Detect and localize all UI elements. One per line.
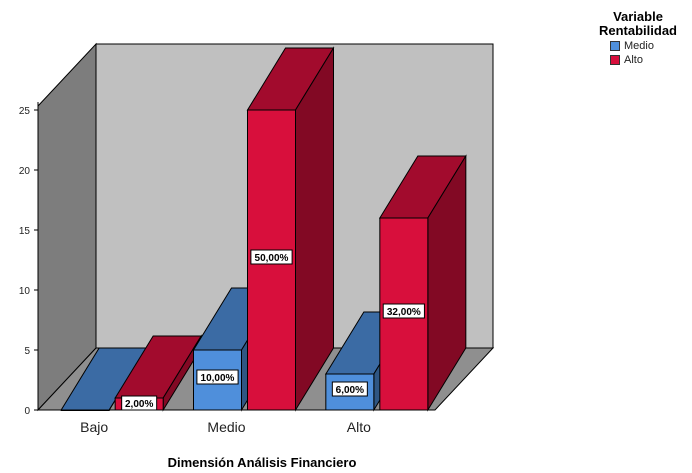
bar-side [295,46,334,412]
data-label: 32,00% [387,307,421,318]
data-label-box [382,303,425,319]
x-tick-label: Medio [207,419,245,435]
y-tick-label: 25 [19,106,31,117]
y-tick-label: 5 [24,346,30,357]
y-tick-label: 15 [19,226,31,237]
legend-label: Alto [624,54,643,66]
legend-label: Medio [624,40,654,52]
legend-item-alto: Alto [610,54,688,66]
data-label: 6,00% [336,385,364,396]
legend: Variable Rentabilidad Medio Alto [588,9,688,67]
legend-title-line2: Rentabilidad [598,23,677,38]
y-axis: 0 5 10 15 20 25 [19,102,39,417]
data-label-box [121,395,158,411]
data-label: 2,00% [125,399,153,410]
bar-bajo-alto: 2,00% [114,334,203,412]
x-tick-label: Alto [347,419,371,435]
x-tick-label: Bajo [80,419,108,435]
bar-medio-alto: 50,00% [246,46,335,412]
data-label-box [331,381,368,397]
legend-swatch [610,41,620,51]
y-tick-label: 20 [19,166,31,177]
legend-items: Medio Alto [588,40,688,66]
bar-alto-alto: 32,00% [378,154,467,412]
data-label: 10,00% [201,373,235,384]
legend-item-medio: Medio [610,40,688,52]
data-label-box [196,369,239,385]
legend-swatch [610,55,620,65]
legend-title-line1: Variable [613,9,663,24]
bar-front [60,409,110,411]
y-tick-label: 0 [24,406,30,417]
x-axis: Bajo Medio Alto [80,419,371,435]
y-tick-label: 10 [19,286,31,297]
side-wall [37,42,97,412]
x-axis-title: Dimensión Análisis Financiero [168,455,357,470]
data-label: 50,00% [255,253,289,264]
bars: 2,00% 10,00% 50,00% 6,00% 32,00% [60,46,467,412]
data-label-box [250,249,293,265]
